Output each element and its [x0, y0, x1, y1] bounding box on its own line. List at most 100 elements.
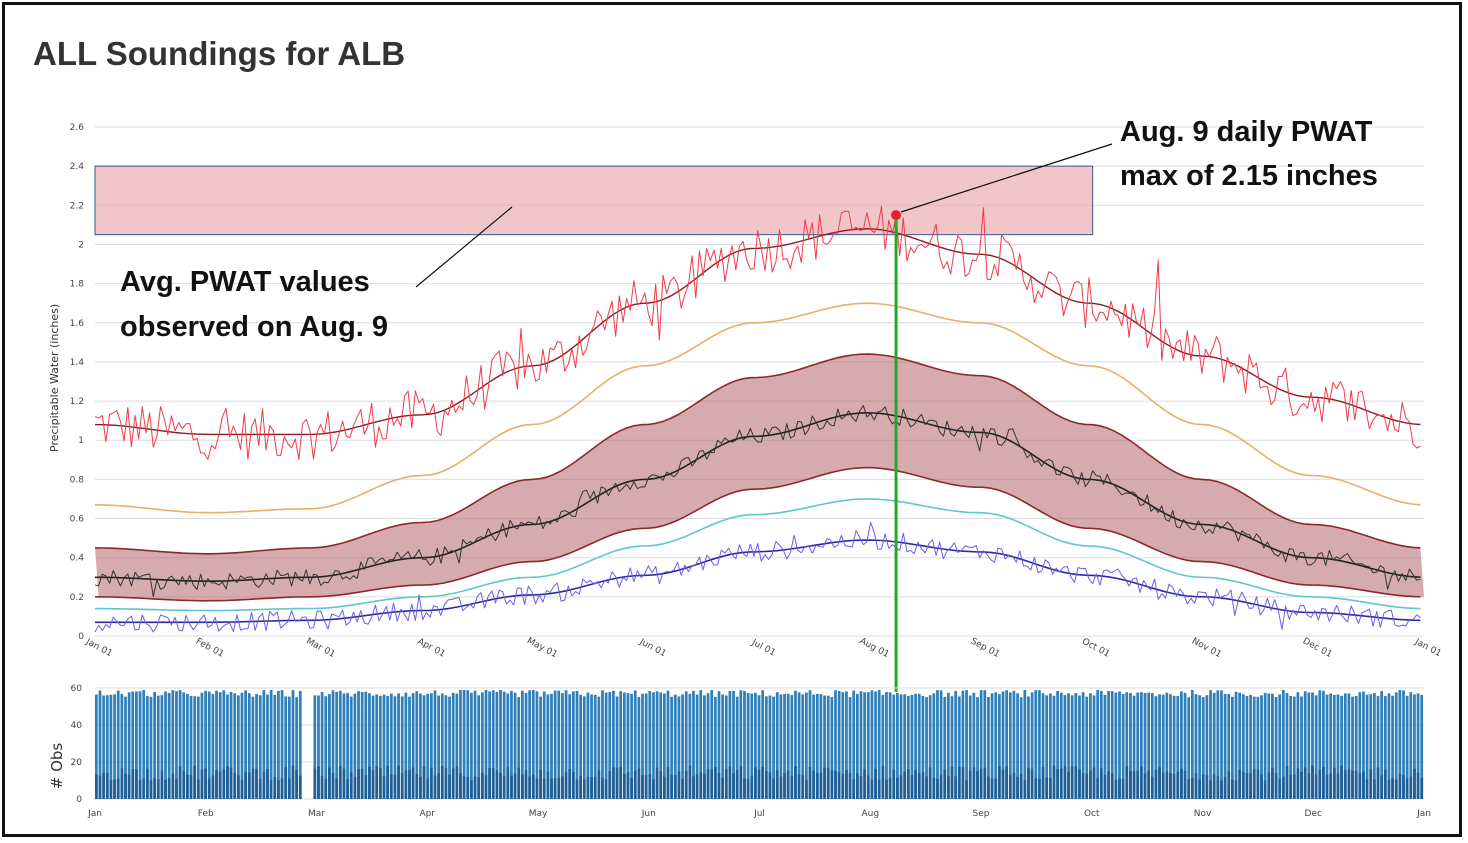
obs-bar-base [877, 779, 881, 799]
obs-bar-base [1103, 774, 1107, 799]
obs-bar [1056, 691, 1059, 799]
obs-bar-base [462, 776, 466, 799]
obs-bar-base [615, 767, 619, 799]
obs-bar-base [728, 766, 732, 799]
obs-bar [226, 694, 229, 799]
obs-bar [1121, 694, 1125, 799]
obs-bar-base [1223, 776, 1227, 799]
obs-bar-base [619, 767, 623, 799]
obs-bar-base [830, 769, 834, 799]
obs-bar-base [196, 779, 200, 799]
obs-bar [724, 695, 728, 799]
obs-bar [397, 693, 400, 799]
obs-bar [1129, 693, 1132, 799]
obs-bar [484, 689, 488, 799]
obs-bar-base [1354, 770, 1358, 799]
obs-bar-base [1343, 770, 1347, 799]
obs-bar [979, 690, 983, 799]
obs-bar [1176, 696, 1180, 799]
obs-bar-base [360, 768, 364, 799]
obs-bar-base [612, 767, 615, 799]
obs-bar-base [317, 766, 320, 799]
obs-bar-base [1394, 779, 1398, 799]
obs-bar [429, 693, 433, 799]
obs-bar-base [1107, 771, 1110, 799]
obs-bar [921, 695, 925, 799]
obs-bar [1347, 693, 1351, 799]
obs-bar [870, 690, 874, 799]
obs-bar-base [863, 769, 866, 799]
obs-bar-base [546, 771, 550, 799]
obs-bar-base [204, 768, 207, 799]
obs-bar [1227, 694, 1231, 799]
obs-bar [1402, 690, 1405, 799]
obs-bar [1165, 692, 1169, 799]
obs-bar-base [579, 775, 582, 799]
obs-bar-base [866, 775, 870, 799]
obs-bar [269, 690, 273, 799]
obs-bar [775, 692, 779, 799]
obs-bar [251, 696, 255, 799]
obs-bar [837, 690, 841, 799]
obs-bar-base [852, 779, 856, 799]
obs-bar-base [655, 767, 659, 799]
obs-bar-base [561, 776, 564, 799]
obs-bar-base [805, 780, 808, 799]
obs-bar [546, 694, 550, 799]
obs-bar [375, 694, 379, 799]
obs-bar-base [211, 775, 215, 799]
obs-bar-base [459, 773, 462, 799]
obs-bar [116, 690, 120, 799]
obs-bar [466, 690, 470, 799]
obs-bar [517, 697, 521, 799]
obs-bar [1067, 693, 1070, 799]
obs-bar [794, 690, 797, 799]
obs-bar-base [1245, 773, 1249, 799]
obs-bar [1125, 692, 1129, 799]
obs-bar-base [189, 775, 193, 799]
obs-bar-base [1380, 775, 1384, 799]
obs-bar-base [1052, 765, 1056, 799]
obs-bar-base [764, 771, 768, 799]
obs-bar [644, 693, 648, 799]
obs-bar [1340, 695, 1343, 799]
obs-bar-base [105, 772, 109, 799]
obs-bar-base [721, 777, 724, 799]
obs-bar-base [1063, 766, 1067, 799]
obs-bar-base [644, 775, 648, 799]
obs-x-tick-label: May [529, 809, 548, 819]
obs-bar-base [582, 779, 586, 799]
main-x-tick-label: Nov 01 [1190, 636, 1223, 660]
obs-bar [568, 694, 572, 799]
avg-leader-line [415, 206, 513, 288]
obs-bar [703, 695, 706, 799]
obs-bar-base [521, 774, 524, 799]
obs-bar-base [834, 770, 837, 799]
obs-bar [400, 696, 404, 799]
obs-bar [1398, 690, 1402, 799]
obs-bar [1234, 691, 1238, 799]
obs-bar-base [1161, 772, 1165, 799]
obs-bar-base [357, 769, 360, 799]
obs-bar-base [375, 766, 379, 799]
obs-bar-base [1114, 779, 1118, 799]
mean-range-band [95, 354, 1424, 601]
obs-bar [1070, 695, 1074, 799]
obs-bar [961, 690, 965, 799]
obs-bar-base [142, 778, 146, 799]
obs-bar-base [273, 777, 277, 799]
obs-bar-base [695, 774, 699, 799]
obs-bar-base [659, 771, 663, 799]
obs-bar [437, 695, 440, 799]
obs-bar-base [1369, 769, 1373, 799]
obs-bar-base [455, 766, 459, 799]
obs-bar [994, 692, 998, 799]
obs-bar-base [848, 773, 852, 799]
obs-bar [637, 697, 641, 799]
obs-bar [1096, 689, 1100, 799]
obs-bar-base [663, 776, 666, 799]
obs-bar-base [331, 773, 335, 799]
obs-bar-base [1183, 771, 1187, 799]
obs-bar-base [1300, 772, 1303, 799]
obs-bar-base [1373, 779, 1376, 799]
